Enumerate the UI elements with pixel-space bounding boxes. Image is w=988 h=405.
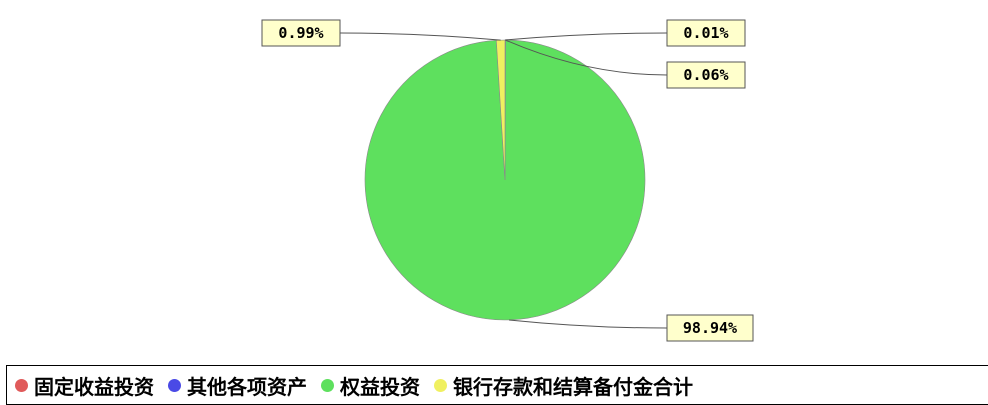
legend-label: 其他各项资产 (187, 374, 307, 399)
slice-label-box (666, 19, 746, 47)
slice-label-box (666, 314, 754, 342)
slice-labels: 0.01% 0.06% 98.94% 0.99% (261, 19, 754, 342)
leader-line (505, 39, 668, 76)
legend-swatch (168, 378, 181, 392)
slice-label: 0.06% (683, 66, 728, 84)
legend-item: 权益投资 (321, 371, 420, 400)
leader-line (505, 32, 668, 41)
leader-line (508, 319, 668, 329)
legend-swatch (321, 378, 334, 392)
legend-swatch (15, 378, 28, 392)
pie-slices (364, 39, 646, 321)
slice-label: 0.99% (278, 24, 323, 42)
legend-label: 权益投资 (340, 374, 420, 399)
legend-item: 固定收益投资 (15, 371, 154, 400)
slice-label-box (666, 61, 746, 89)
slice-label: 98.94% (683, 319, 737, 337)
leader-lines (339, 32, 668, 329)
legend-swatch (434, 378, 447, 392)
leader-line (339, 32, 501, 41)
legend: 固定收益投资 其他各项资产 权益投资 银行存款和结算备付金合计 (6, 365, 988, 405)
legend-label: 银行存款和结算备付金合计 (453, 374, 693, 399)
legend-item: 银行存款和结算备付金合计 (434, 371, 693, 400)
legend-label: 固定收益投资 (34, 374, 154, 399)
slice-label-box (261, 19, 341, 47)
slice-label: 0.01% (683, 24, 728, 42)
legend-item: 其他各项资产 (168, 371, 307, 400)
